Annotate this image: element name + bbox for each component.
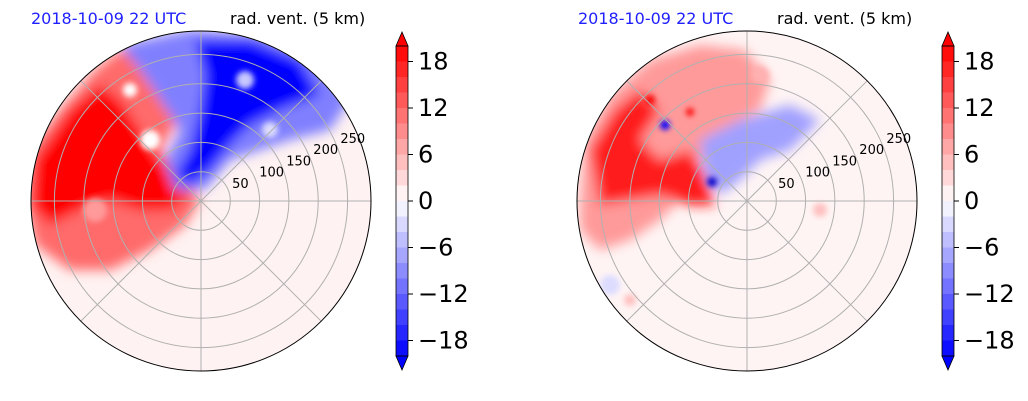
- panel-2-colorbar: [941, 30, 955, 372]
- panel-1-grid-spoke-4: [80, 80, 202, 202]
- panel-1-positive-core: [32, 85, 190, 225]
- panel-1-colorbar-segment-19: [396, 325, 408, 341]
- panel-1-grid: [31, 31, 371, 371]
- panel-2-colorbar-tick-label-1: 18: [964, 48, 995, 76]
- panel-2-radial-label-4: 200: [859, 143, 884, 158]
- panel-2-grid-spoke-8: [746, 200, 868, 322]
- panel-2-colorbar-segment-9: [942, 170, 954, 186]
- panel-2-colorbar-tick-label-4: 0: [964, 187, 979, 215]
- panel-2-grid: [577, 31, 917, 371]
- panel-1-grid-spoke-8: [200, 200, 322, 322]
- panel-2-colorbar-segment-2: [942, 61, 954, 78]
- panel-2-colorbar-extend-min: [941, 355, 955, 372]
- panel-1: 2018-10-09 22 UTC rad. vent. (5 km) 50 10…: [30, 9, 469, 372]
- panel-1-colorbar-segment-2: [396, 61, 408, 78]
- panel-2-negative-region: [700, 105, 820, 195]
- panel-2-colorbar-segment-20: [942, 340, 954, 357]
- panel-1-colorbar-tick-label-7: −18: [418, 327, 469, 355]
- panel-1-colorbar-segment-12: [396, 216, 408, 233]
- panel-1-radial-label-2: 100: [259, 166, 284, 181]
- panel-2-grid-spoke-2: [746, 80, 868, 202]
- panel-1-colorbar-segment-3: [396, 77, 408, 93]
- panel-2-radial-label-2: 100: [805, 166, 830, 181]
- panel-1-colorbar-segment-15: [396, 263, 408, 279]
- panel-2-colorbar-tick-label-7: −18: [964, 327, 1015, 355]
- panel-2-colorbar-segment-11: [942, 201, 954, 217]
- panel-2-colorbar-tick-label-5: −6: [964, 234, 999, 262]
- panel-1-colorbar-tick-label-5: −6: [418, 234, 453, 262]
- panel-2-grid-spoke-6: [626, 200, 748, 322]
- panel-2-colorbar-segment-12: [942, 216, 954, 233]
- panel-2-colorbar-segment-15: [942, 263, 954, 279]
- panel-1-colorbar-extend-max: [395, 30, 409, 47]
- panel-2-colorbar-ticks: 18 12 6 0 −6 −12 −18: [954, 48, 1015, 355]
- panel-2-colorbar-segment-3: [942, 77, 954, 93]
- panel-1-colorbar-tick-label-1: 18: [418, 48, 449, 76]
- panel-1-colorbar-segment-14: [396, 247, 408, 264]
- panel-1-colorbar-tick-label-6: −12: [418, 280, 469, 308]
- panel-1-colorbar-segment-20: [396, 340, 408, 357]
- panel-1-radial-label-1: 50: [232, 177, 249, 192]
- panel-1-colorbar-extend-min: [395, 355, 409, 372]
- panel-2-title: rad. vent. (5 km): [777, 9, 912, 28]
- panel-2-colorbar-segment-13: [942, 232, 954, 248]
- panel-1-grid-spoke-6: [80, 200, 202, 322]
- panel-2-polar-outline: [576, 30, 918, 372]
- panel-1-colorbar-segment-16: [396, 278, 408, 295]
- panel-1-colorbar-segment-9: [396, 170, 408, 186]
- panel-2-date-label: 2018-10-09 22 UTC: [578, 9, 733, 28]
- panel-1-colorbar-segment-6: [396, 123, 408, 140]
- panel-2-colorbar-segment-17: [942, 294, 954, 310]
- panel-2-colorbar-segment-16: [942, 278, 954, 295]
- panel-1-colorbar-segment-17: [396, 294, 408, 310]
- panel-2-colorbar-segment-5: [942, 108, 954, 124]
- panel-1-grid-spoke-2: [200, 80, 322, 202]
- panel-2-colorbar-tick-label-3: 6: [964, 141, 979, 169]
- panel-2-colorbar-tick-label-6: −12: [964, 280, 1015, 308]
- panel-1-radial-label-5: 250: [340, 132, 365, 147]
- panel-1-colorbar-segment-11: [396, 201, 408, 217]
- panel-1-colorbar-segment-1: [396, 46, 408, 62]
- panel-2-radial-label-5: 250: [886, 132, 911, 147]
- panel-1-colorbar-segment-13: [396, 232, 408, 248]
- panel-1-colorbar: [395, 30, 409, 372]
- panel-2-positive-core: [590, 90, 715, 205]
- panel-1-colorbar-ticks: 18 12 6 0 −6 −12 −18: [408, 48, 469, 355]
- panel-2-colorbar-extend-max: [941, 30, 955, 47]
- panel-2-colorbar-segment-1: [942, 46, 954, 62]
- panel-2-colorbar-segment-7: [942, 139, 954, 155]
- panel-1-polar-outline: [30, 30, 372, 372]
- panel-1-colorbar-segment-8: [396, 154, 408, 171]
- panel-1-negative-core: [175, 40, 320, 185]
- panel-2-grid-spoke-4: [626, 80, 748, 202]
- panel-2-colorbar-segment-10: [942, 185, 954, 202]
- panel-1-colorbar-segment-4: [396, 92, 408, 109]
- panel-1-colorbar-tick-label-2: 12: [418, 94, 449, 122]
- panel-2-colorbar-segment-8: [942, 154, 954, 171]
- panel-1-title: rad. vent. (5 km): [230, 9, 365, 28]
- panel-2-radial-label-3: 150: [832, 154, 857, 169]
- panel-1-radial-label-3: 150: [286, 154, 311, 169]
- panel-1-colorbar-tick-label-4: 0: [418, 187, 433, 215]
- panel-2-colorbar-segment-19: [942, 325, 954, 341]
- panel-2-colorbar-segment-4: [942, 92, 954, 109]
- panel-1-colorbar-segment-18: [396, 309, 408, 326]
- panel-1-colorbar-segment-7: [396, 139, 408, 155]
- panel-2-colorbar-segment-14: [942, 247, 954, 264]
- panel-2-colorbar-segment-6: [942, 123, 954, 140]
- panel-1-colorbar-segment-5: [396, 108, 408, 124]
- panel-1-colorbar-tick-label-3: 6: [418, 141, 433, 169]
- panel-1-colorbar-segment-10: [396, 185, 408, 202]
- panel-1-radial-label-4: 200: [313, 143, 338, 158]
- panel-2-colorbar-segment-18: [942, 309, 954, 326]
- panel-1-date-label: 2018-10-09 22 UTC: [31, 9, 186, 28]
- panel-2-radial-label-1: 50: [778, 177, 795, 192]
- panel-2: 2018-10-09 22 UTC rad. vent. (5 km) 50 10…: [576, 9, 1015, 372]
- panel-2-colorbar-tick-label-2: 12: [964, 94, 995, 122]
